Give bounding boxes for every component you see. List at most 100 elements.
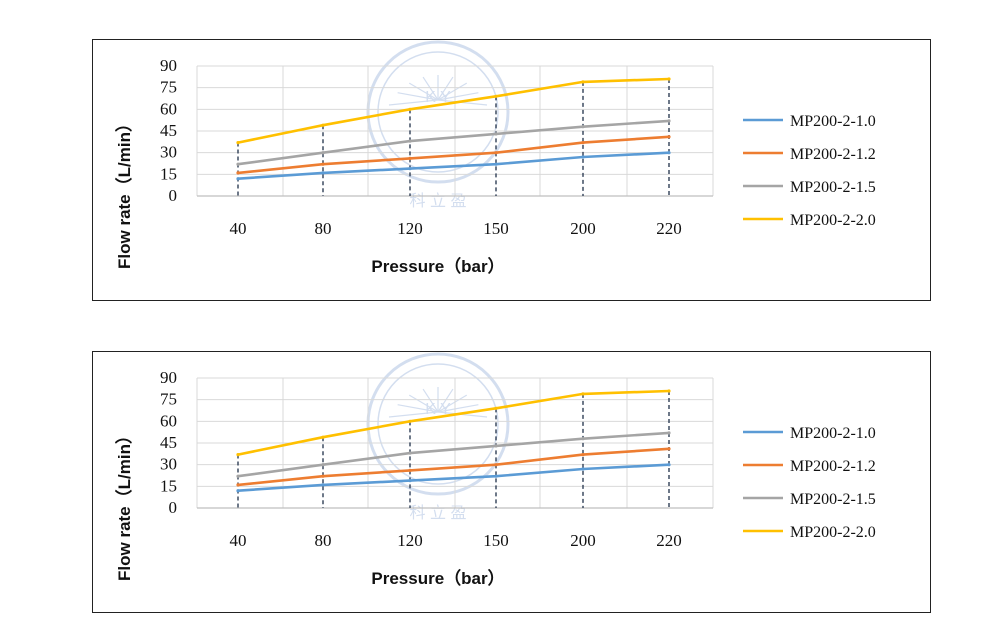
chart-2-point-MP200-2-1.2-220 [667, 447, 671, 451]
chart-2-xtick-220: 220 [656, 531, 682, 550]
chart-1-ytick-15: 15 [160, 164, 177, 183]
chart-1-ytick-90: 90 [160, 56, 177, 75]
chart-1-point-MP200-2-1.2-80 [321, 162, 325, 166]
chart-1-point-MP200-2-1.2-200 [581, 141, 585, 145]
chart-1-y-title: Flow rate（L/min） [114, 115, 134, 269]
chart-2-point-MP200-2-1.2-200 [581, 453, 585, 457]
chart-1-point-MP200-2-1.2-40 [236, 171, 240, 175]
chart-1-series-MP200-2-1.0 [236, 151, 671, 180]
chart-1-point-MP200-2-1.0-200 [581, 155, 585, 159]
chart-1-series-MP200-2-2.0 [236, 77, 671, 144]
chart-1-ytick-0: 0 [169, 186, 178, 205]
chart-panel-1: K Y 科 立 盈 0 15 30 45 60 75 90 40 80 120 150 200 220 Pre… [92, 39, 931, 301]
chart-2-watermark: K Y 科 立 盈 [366, 352, 510, 522]
chart-2-point-MP200-2-1.5-40 [236, 474, 240, 478]
chart-1-point-MP200-2-1.5-40 [236, 162, 240, 166]
chart-2-point-MP200-2-2.0-40 [236, 453, 240, 457]
chart-1-point-MP200-2-2.0-220 [667, 77, 671, 81]
chart-1-point-MP200-2-1.0-220 [667, 151, 671, 155]
chart-1-xtick-80: 80 [315, 219, 332, 238]
chart-2-xtick-120: 120 [397, 531, 423, 550]
chart-1-point-MP200-2-1.0-150 [494, 162, 498, 166]
chart-2-point-MP200-2-1.0-150 [494, 474, 498, 478]
chart-2-xtick-200: 200 [570, 531, 596, 550]
chart-1-point-MP200-2-1.5-80 [321, 151, 325, 155]
chart-2-point-MP200-2-2.0-200 [581, 392, 585, 396]
chart-2-point-MP200-2-2.0-80 [321, 435, 325, 439]
chart-2-legend-label-MP200-2-1.5: MP200-2-1.5 [790, 491, 876, 508]
chart-1-point-MP200-2-1.2-220 [667, 135, 671, 139]
chart-2-point-MP200-2-1.5-120 [408, 451, 412, 455]
chart-1-xtick-120: 120 [397, 219, 423, 238]
chart-1-point-MP200-2-2.0-150 [494, 94, 498, 98]
chart-1-point-MP200-2-1.0-120 [408, 167, 412, 171]
chart-2-ytick-60: 60 [160, 411, 177, 430]
chart-1-ytick-30: 30 [160, 143, 177, 162]
chart-2-series-MP200-2-1.2 [236, 447, 671, 487]
chart-2-series-MP200-2-1.5 [236, 431, 671, 478]
chart-panel-2: K Y 科 立 盈 0 15 30 45 60 75 90 40 80 120 150 200 220 Pre… [92, 351, 931, 613]
chart-1-ytick-75: 75 [160, 78, 177, 97]
chart-1-point-MP200-2-2.0-200 [581, 80, 585, 84]
chart-2-watermark-label: 科 立 盈 [410, 504, 467, 522]
chart-2-svg: K Y 科 立 盈 0 15 30 45 60 75 90 40 80 120 150 200 220 Pre… [114, 352, 876, 588]
chart-1-ytick-45: 45 [160, 121, 177, 140]
chart-1-watermark-letters: K Y [425, 89, 451, 106]
chart-2-ytick-30: 30 [160, 455, 177, 474]
chart-1-point-MP200-2-1.5-150 [494, 132, 498, 136]
chart-2-legend-label-MP200-2-1.2: MP200-2-1.2 [790, 458, 876, 475]
chart-2-watermark-letters: K Y [425, 401, 451, 418]
chart-2-ytick-75: 75 [160, 390, 177, 409]
chart-2-xtick-150: 150 [483, 531, 509, 550]
chart-2-point-MP200-2-1.0-40 [236, 489, 240, 493]
chart-1-point-MP200-2-1.2-150 [494, 151, 498, 155]
chart-1-point-MP200-2-2.0-40 [236, 141, 240, 145]
chart-2-ytick-90: 90 [160, 368, 177, 387]
chart-1-point-MP200-2-2.0-80 [321, 123, 325, 127]
chart-2-point-MP200-2-1.5-220 [667, 431, 671, 435]
chart-2-point-MP200-2-1.2-120 [408, 468, 412, 472]
chart-1-legend-label-MP200-2-1.5: MP200-2-1.5 [790, 179, 876, 196]
chart-2-point-MP200-2-2.0-120 [408, 419, 412, 423]
chart-2-legend-label-MP200-2-2.0: MP200-2-2.0 [790, 524, 876, 541]
chart-1-watermark: K Y 科 立 盈 [366, 40, 510, 210]
chart-2-point-MP200-2-1.0-80 [321, 483, 325, 487]
chart-1-point-MP200-2-1.2-120 [408, 156, 412, 160]
chart-2-y-title: Flow rate（L/min） [114, 427, 134, 581]
chart-1-point-MP200-2-1.5-200 [581, 125, 585, 129]
chart-2-point-MP200-2-1.5-80 [321, 463, 325, 467]
chart-1-xtick-40: 40 [230, 219, 247, 238]
chart-2-point-MP200-2-1.0-200 [581, 467, 585, 471]
chart-2-ytick-15: 15 [160, 476, 177, 495]
chart-1-ytick-60: 60 [160, 99, 177, 118]
chart-1-xtick-200: 200 [570, 219, 596, 238]
chart-2-point-MP200-2-2.0-150 [494, 406, 498, 410]
chart-1-point-MP200-2-1.0-40 [236, 177, 240, 181]
chart-1-xtick-220: 220 [656, 219, 682, 238]
chart-2-xtick-40: 40 [230, 531, 247, 550]
chart-2-point-MP200-2-1.5-200 [581, 437, 585, 441]
chart-1-point-MP200-2-1.5-220 [667, 119, 671, 123]
chart-2-point-MP200-2-2.0-220 [667, 389, 671, 393]
chart-2-series-MP200-2-1.0 [236, 463, 671, 492]
chart-1-x-title: Pressure（bar） [371, 256, 504, 276]
chart-1-legend-label-MP200-2-1.2: MP200-2-1.2 [790, 146, 876, 163]
chart-1-svg: K Y 科 立 盈 0 15 30 45 60 75 90 40 80 120 150 200 220 Pre… [114, 40, 876, 276]
chart-2-xtick-80: 80 [315, 531, 332, 550]
chart-2-point-MP200-2-1.5-150 [494, 444, 498, 448]
chart-1-watermark-label: 科 立 盈 [410, 192, 467, 210]
chart-2-point-MP200-2-1.2-40 [236, 483, 240, 487]
chart-1-series-MP200-2-1.5 [236, 119, 671, 166]
chart-1-point-MP200-2-1.0-80 [321, 171, 325, 175]
chart-1-xtick-150: 150 [483, 219, 509, 238]
chart-2-ytick-0: 0 [169, 498, 178, 517]
chart-2-point-MP200-2-1.0-220 [667, 463, 671, 467]
chart-2-point-MP200-2-1.0-120 [408, 479, 412, 483]
chart-2-point-MP200-2-1.2-150 [494, 463, 498, 467]
chart-2-series-MP200-2-2.0 [236, 389, 671, 456]
chart-1-legend-label-MP200-2-2.0: MP200-2-2.0 [790, 212, 876, 229]
chart-2-x-title: Pressure（bar） [371, 568, 504, 588]
chart-1-legend-label-MP200-2-1.0: MP200-2-1.0 [790, 113, 876, 130]
chart-1-point-MP200-2-2.0-120 [408, 107, 412, 111]
chart-2-legend-label-MP200-2-1.0: MP200-2-1.0 [790, 425, 876, 442]
